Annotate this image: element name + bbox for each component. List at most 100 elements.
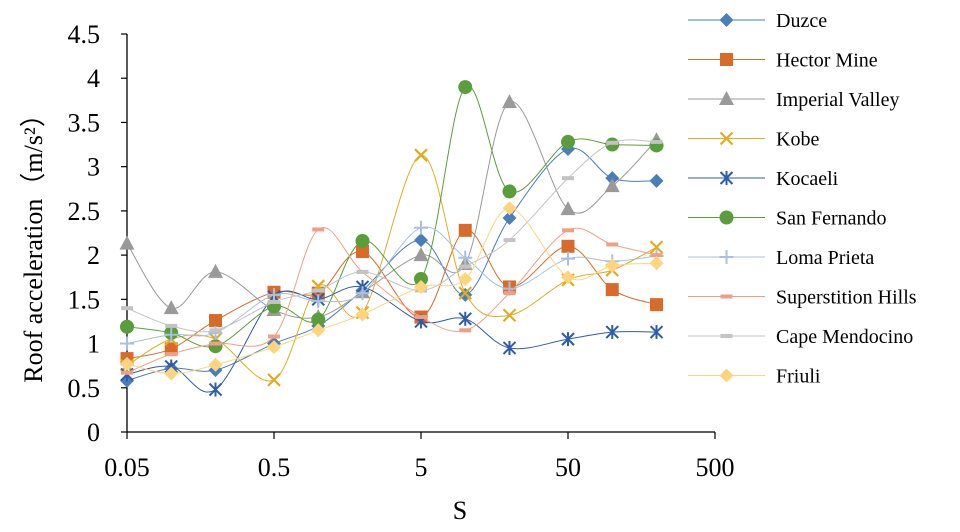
y-tick-label: 0.5 xyxy=(68,374,101,403)
series-loma-prieta xyxy=(120,220,664,351)
data-point xyxy=(268,334,280,339)
legend-marker xyxy=(719,368,734,383)
legend-label: Kocaeli xyxy=(776,168,839,190)
data-point xyxy=(605,325,619,340)
data-point xyxy=(355,233,370,248)
legend-marker xyxy=(720,53,733,66)
data-point xyxy=(415,315,427,320)
legend-item: Duzce xyxy=(688,10,827,32)
data-point xyxy=(414,279,428,294)
data-point xyxy=(606,242,619,247)
data-point xyxy=(459,328,472,333)
legend-item: Cape Mendocino xyxy=(688,326,913,348)
data-point xyxy=(413,247,429,262)
data-point xyxy=(312,227,325,232)
data-point xyxy=(120,319,134,334)
data-point xyxy=(209,328,222,333)
x-tick-label: 50 xyxy=(555,453,581,482)
data-point xyxy=(459,264,472,269)
data-point xyxy=(650,253,663,258)
legend-label: Cape Mendocino xyxy=(776,326,913,348)
legend-marker xyxy=(720,334,733,338)
series-hector-mine xyxy=(120,223,664,366)
y-tick-label: 3 xyxy=(87,153,100,182)
data-point xyxy=(120,336,134,351)
data-point xyxy=(502,201,517,216)
data-point xyxy=(650,298,664,312)
data-point xyxy=(209,341,222,346)
data-point xyxy=(119,235,135,250)
y-tick-label: 4.5 xyxy=(68,20,101,49)
legend-label: Duzce xyxy=(776,10,827,32)
y-tick-label: 2 xyxy=(87,241,100,270)
series-line xyxy=(126,85,657,348)
legend-label: Imperial Valley xyxy=(776,89,899,111)
data-point xyxy=(503,238,516,243)
legend-item: Hector Mine xyxy=(688,50,878,72)
data-point xyxy=(561,134,575,149)
data-point xyxy=(209,314,223,328)
y-tick-label: 1 xyxy=(87,330,100,359)
data-point xyxy=(164,342,178,356)
legend-marker xyxy=(719,131,734,146)
data-point xyxy=(414,220,428,235)
data-point xyxy=(208,382,223,397)
legend: Duzce Hector Mine Imperial Valley Kobe Kocae… xyxy=(688,10,917,388)
data-point xyxy=(502,184,517,199)
data-point xyxy=(458,80,473,95)
series-kocaeli xyxy=(120,279,664,397)
data-point xyxy=(414,148,428,162)
axes: 0 0.5 1 1.5 2 2.5 3 3.5 4 4.5 0.05 0.5 5 50 500 xyxy=(68,20,735,482)
data-point xyxy=(560,201,576,216)
data-point xyxy=(355,286,370,301)
data-point xyxy=(502,308,517,323)
series-duzce xyxy=(120,141,664,388)
legend-label: Loma Prieta xyxy=(776,247,874,269)
legend-item: San Fernando xyxy=(688,208,887,230)
data-point xyxy=(121,370,133,375)
data-point xyxy=(502,94,518,109)
series-layer xyxy=(119,80,665,397)
data-point xyxy=(208,325,223,340)
data-point xyxy=(605,283,619,297)
data-point xyxy=(414,233,428,248)
data-point xyxy=(414,271,428,286)
series-line xyxy=(126,285,657,393)
data-point xyxy=(208,263,224,278)
legend-item: Superstition Hills xyxy=(688,287,917,309)
series-line xyxy=(126,101,657,319)
legend-item: Loma Prieta xyxy=(688,247,874,269)
data-point xyxy=(458,250,473,265)
legend-label: Kobe xyxy=(776,129,819,151)
data-point xyxy=(164,327,179,342)
legend-marker xyxy=(719,13,734,27)
data-point xyxy=(458,271,473,286)
series-line xyxy=(126,229,657,360)
y-axis-title: Roof acceleration（m/s²） xyxy=(19,101,48,382)
data-point xyxy=(312,288,325,293)
x-tick-label: 5 xyxy=(415,453,428,482)
legend-label: Superstition Hills xyxy=(776,287,917,309)
data-point xyxy=(649,325,664,340)
data-point xyxy=(562,228,574,233)
series-line xyxy=(126,207,657,375)
legend-marker xyxy=(719,171,734,185)
y-tick-label: 2.5 xyxy=(68,197,101,226)
data-point xyxy=(208,357,223,372)
data-point xyxy=(649,256,664,271)
legend-marker xyxy=(720,294,733,299)
data-point xyxy=(163,300,179,315)
data-point xyxy=(561,239,575,253)
data-point xyxy=(502,340,517,355)
data-point xyxy=(121,306,133,311)
data-point xyxy=(458,311,472,326)
series-superstition-hills xyxy=(121,227,663,375)
data-point xyxy=(311,323,326,338)
data-point xyxy=(561,332,575,347)
legend-marker xyxy=(719,91,734,105)
data-point xyxy=(649,173,664,188)
data-point xyxy=(311,312,326,327)
y-tick-label: 3.5 xyxy=(68,108,101,137)
legend-item: Kocaeli xyxy=(688,168,839,190)
